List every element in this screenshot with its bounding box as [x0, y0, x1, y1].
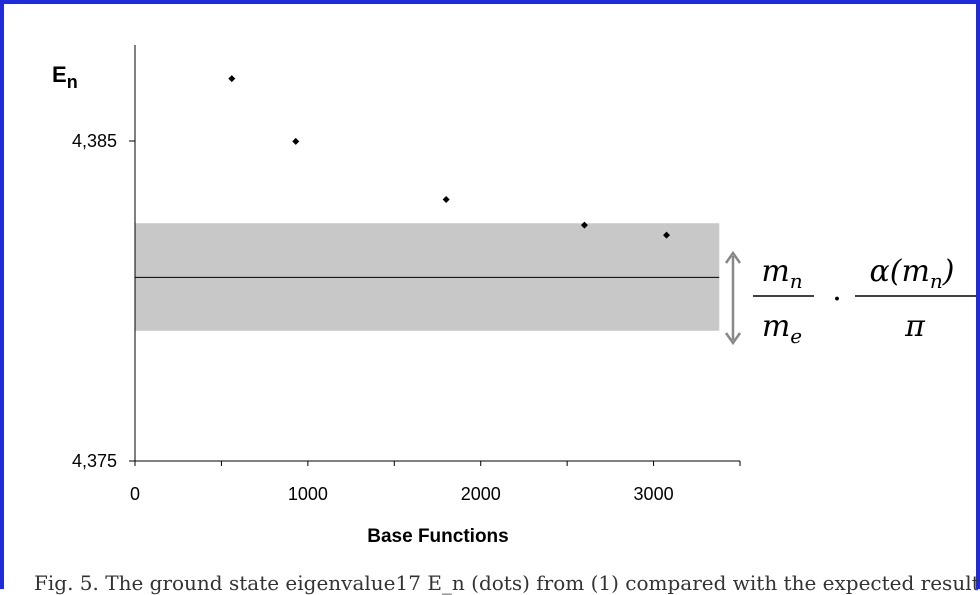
y-axis-label: En	[52, 62, 78, 92]
data-point	[663, 231, 671, 239]
x-tick-label: 2000	[461, 484, 501, 504]
y-ticks: 4,375 4,385	[72, 131, 135, 471]
data-point	[228, 75, 236, 83]
data-points	[228, 75, 671, 239]
svg-text:π: π	[904, 309, 926, 344]
y-tick-label: 4,375	[72, 451, 117, 471]
x-tick-label: 0	[130, 484, 140, 504]
svg-text:·: ·	[832, 282, 842, 317]
x-axis-label: Base Functions	[367, 526, 508, 547]
x-ticks: 0 1000 2000 3000	[130, 461, 741, 504]
data-point	[442, 196, 450, 204]
data-point	[580, 221, 588, 229]
svg-text:me: me	[762, 309, 802, 348]
band-width-arrow	[724, 250, 742, 346]
svg-text:α(mn): α(mn)	[869, 254, 954, 293]
y-tick-label: 4,385	[72, 131, 117, 151]
x-tick-label: 3000	[634, 484, 674, 504]
figure-caption: Fig. 5. The ground state eigenvalue17 E_…	[34, 571, 978, 595]
data-point	[292, 137, 300, 145]
formula-annotation: mn me · α(mn) π	[753, 254, 976, 348]
svg-text:mn: mn	[761, 254, 802, 293]
x-tick-label: 1000	[288, 484, 328, 504]
